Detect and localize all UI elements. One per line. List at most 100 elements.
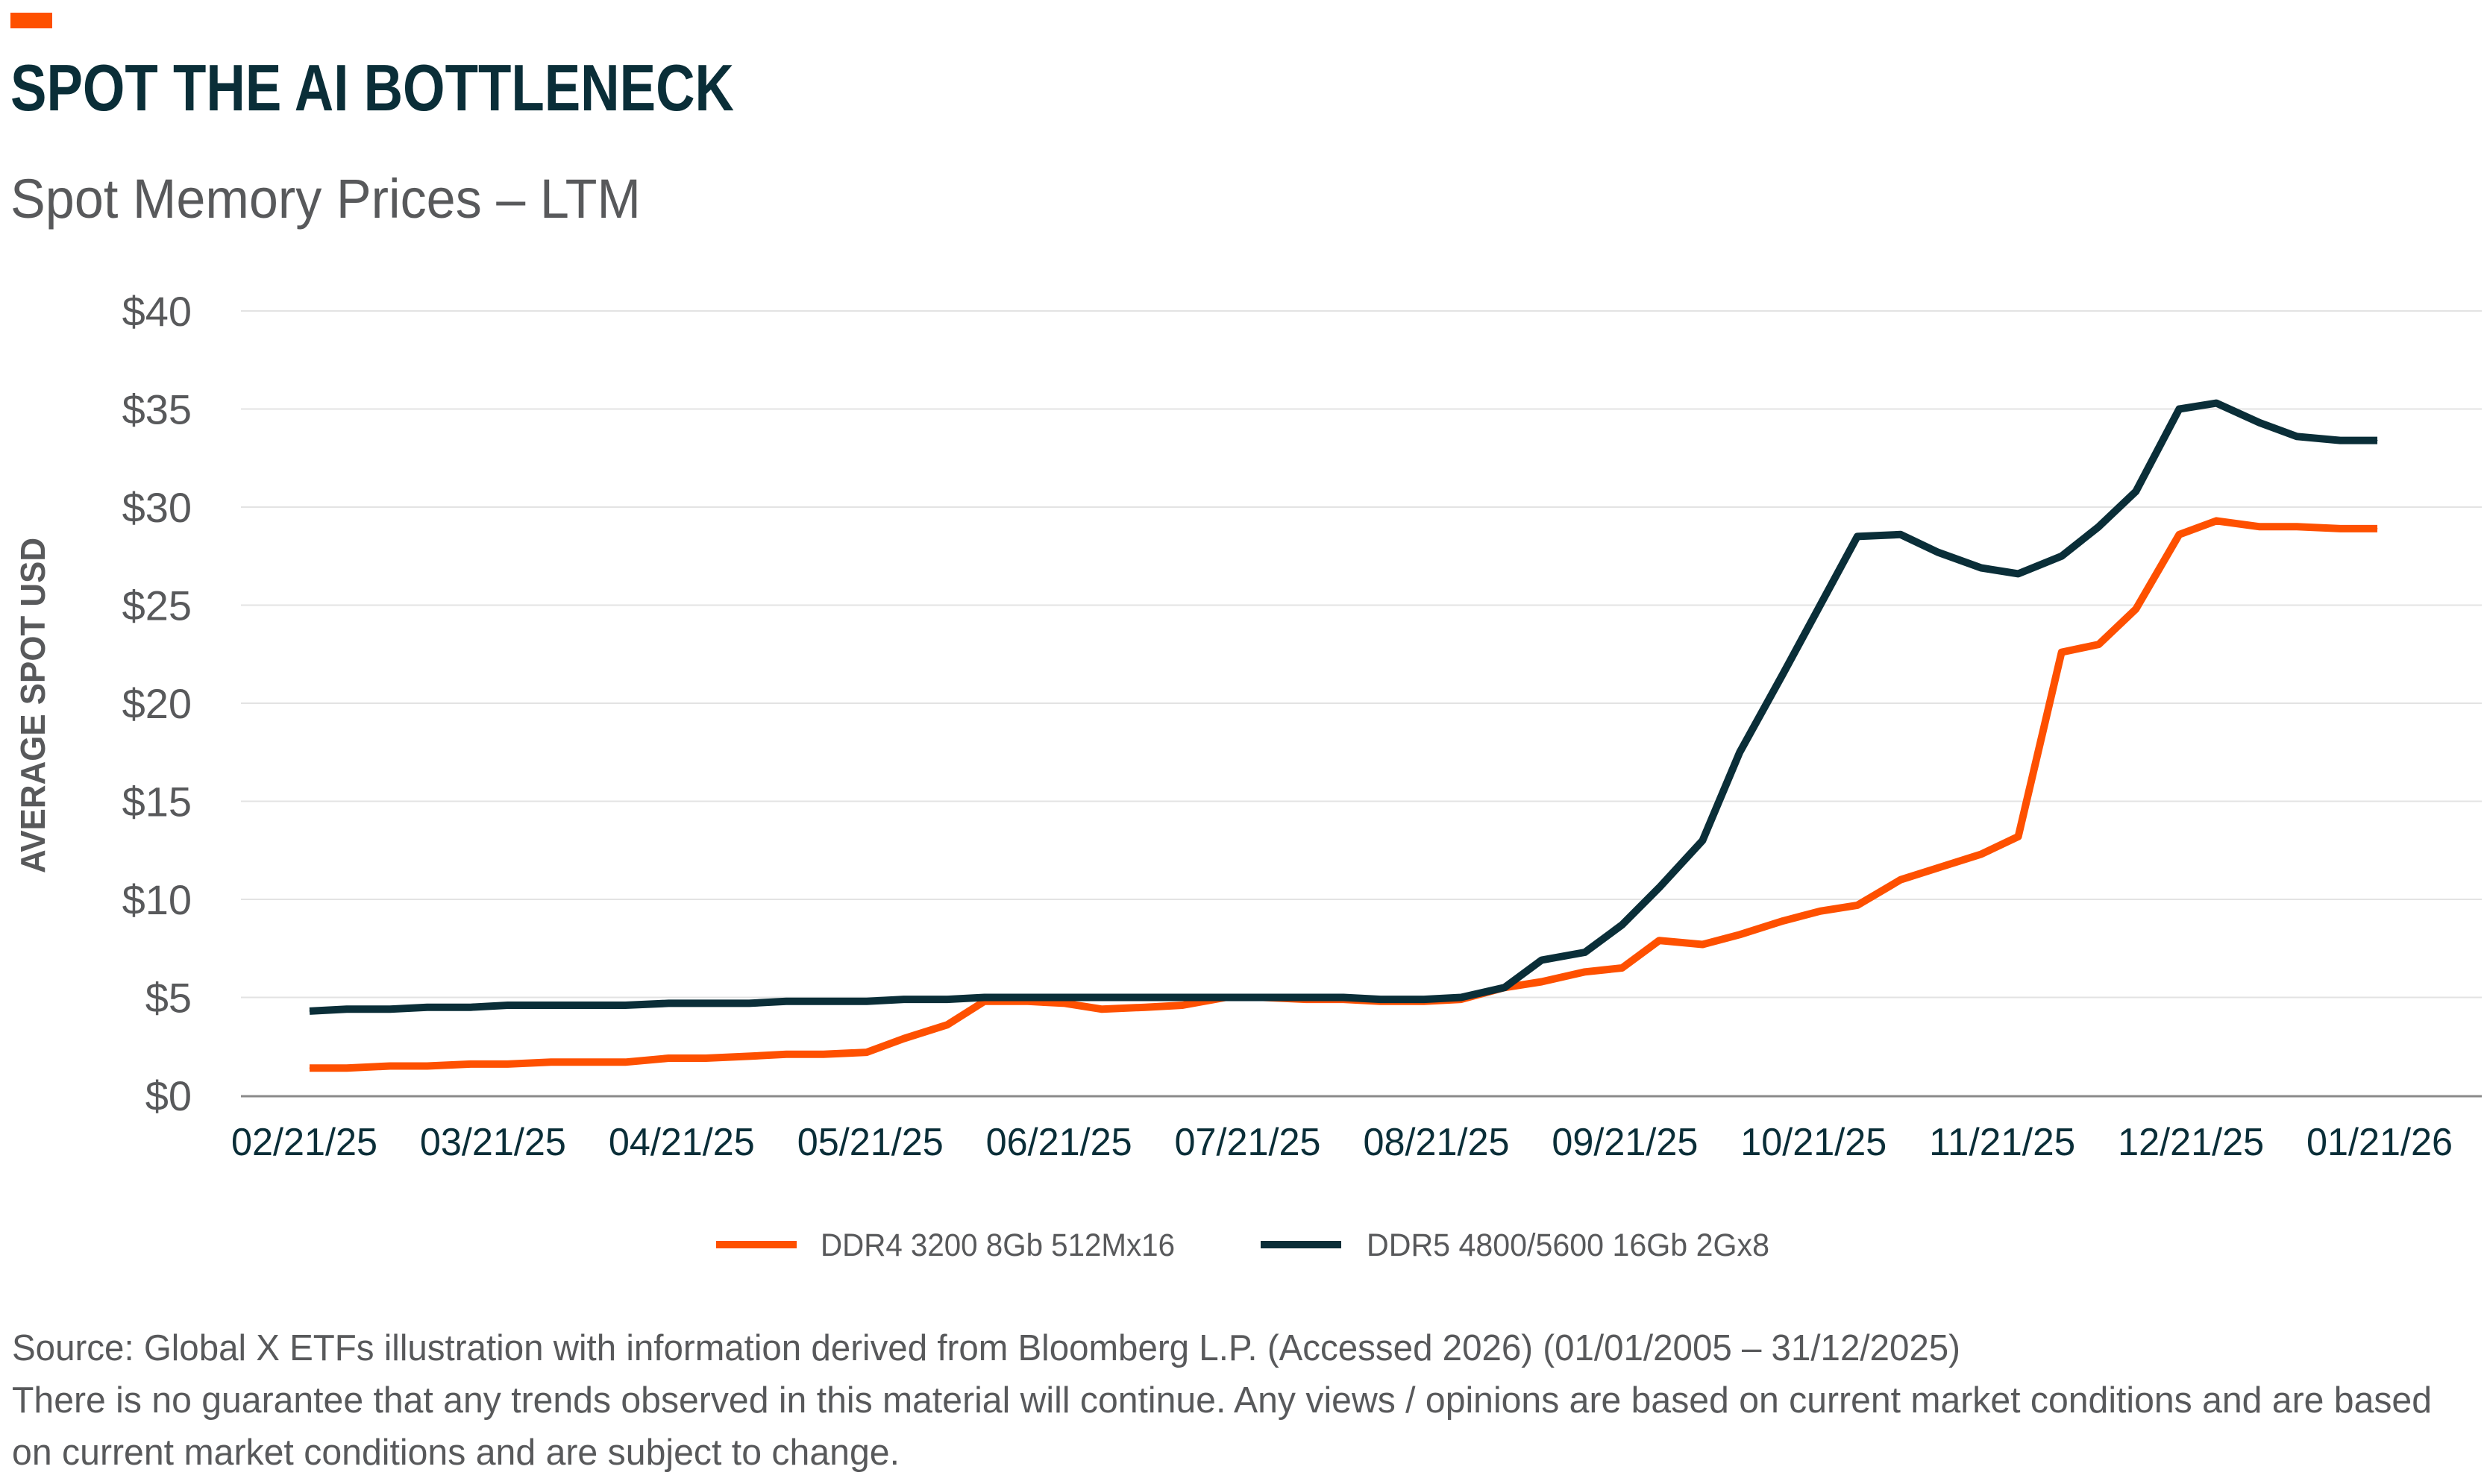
data-point (1900, 534, 1901, 535)
data-point (1262, 997, 1264, 998)
data-point (1182, 1004, 1183, 1006)
data-point (903, 999, 905, 1000)
data-point (587, 1061, 589, 1063)
data-point (346, 1067, 348, 1069)
y-tick-label: $25 (122, 582, 192, 629)
y-tick-label: $35 (122, 386, 192, 433)
data-point (2296, 436, 2298, 437)
data-point (1702, 943, 1703, 945)
data-point (1819, 605, 1821, 606)
series-points (309, 403, 2378, 1012)
chart-subtitle: Spot Memory Prices – LTM (10, 168, 641, 230)
data-point (1541, 981, 1543, 982)
data-point (2178, 534, 2180, 535)
x-tick-label: 08/21/25 (1363, 1121, 1509, 1164)
y-tick-label: $5 (145, 975, 192, 1022)
data-point (346, 1008, 348, 1010)
x-tick-label: 02/21/25 (231, 1121, 377, 1164)
data-point (2377, 528, 2378, 529)
data-point (668, 1057, 669, 1059)
data-point (1182, 997, 1183, 998)
data-point (1702, 840, 1703, 841)
data-point (1144, 997, 1146, 998)
data-point (1101, 997, 1103, 998)
disclaimer-line-2: on current market conditions and are sub… (12, 1433, 900, 1473)
data-point (823, 1001, 824, 1002)
data-point (785, 1001, 787, 1002)
chart-title: SPOT THE AI BOTTLENECK (10, 51, 734, 125)
disclaimer-line-1: There is no guarantee that any trends ob… (12, 1380, 2432, 1421)
data-point (1937, 867, 1939, 869)
data-point (1064, 1002, 1066, 1004)
data-point (668, 1002, 669, 1004)
data-point (1027, 1001, 1029, 1002)
y-tick-label: $0 (145, 1072, 192, 1119)
x-tick-label: 05/21/25 (797, 1121, 944, 1164)
data-point (507, 1004, 509, 1006)
legend: DDR4 3200 8Gb 512Mx16 DDR5 4800/5600 16G… (716, 1227, 1769, 1263)
data-point (2339, 440, 2341, 441)
data-point (2296, 526, 2298, 527)
x-tick-label: 03/21/25 (420, 1121, 566, 1164)
series-line-ddr4 (310, 517, 2377, 1072)
source-note: Source: Global X ETFs illustration with … (12, 1328, 1960, 1368)
data-point (1027, 997, 1029, 998)
data-point (624, 1061, 626, 1063)
data-point (1504, 987, 1505, 988)
data-point (1980, 567, 1982, 569)
y-tick-labels: $0 $5 $10 $15 $20 $25 $30 $35 $40 (122, 288, 192, 1119)
data-point (2018, 573, 2019, 574)
data-point (748, 1055, 750, 1057)
x-tick-label: 12/21/25 (2118, 1121, 2264, 1164)
legend-label-ddr5: DDR5 4800/5600 16Gb 2Gx8 (1367, 1227, 1769, 1263)
series-lines (309, 399, 2378, 1072)
data-point (1064, 997, 1066, 998)
data-point (2098, 526, 2100, 527)
gridlines (241, 310, 2482, 999)
y-tick-label: $15 (122, 779, 192, 826)
data-point (507, 1063, 509, 1065)
x-tick-label: 10/21/25 (1740, 1121, 1887, 1164)
data-point (2377, 440, 2378, 441)
data-point (2018, 836, 2019, 837)
data-point (2339, 528, 2341, 529)
y-tick-label: $40 (122, 288, 192, 335)
data-point (1900, 879, 1901, 881)
data-point (2259, 526, 2260, 527)
data-point (389, 1008, 391, 1010)
data-point (1343, 997, 1344, 998)
data-point (866, 1001, 868, 1002)
data-point (903, 1038, 905, 1040)
data-point (984, 997, 985, 998)
data-point (866, 1051, 868, 1053)
data-point (2259, 422, 2260, 424)
data-point (2098, 644, 2100, 645)
data-point (1658, 940, 1660, 941)
y-axis-label: AVERAGE SPOT USD (13, 538, 52, 873)
data-point (1782, 920, 1784, 922)
x-tick-label: 07/21/25 (1175, 1121, 1321, 1164)
accent-bar (10, 13, 52, 28)
x-tick-label: 11/21/25 (1929, 1121, 2075, 1164)
data-point (470, 1063, 471, 1065)
data-point (1782, 673, 1784, 675)
series-points (309, 520, 2378, 1069)
x-tick-label: 01/21/26 (2306, 1121, 2453, 1164)
x-tick-labels: 02/21/25 03/21/25 04/21/25 05/21/25 06/21/25… (231, 1121, 2453, 1164)
x-tick-label: 09/21/25 (1552, 1121, 1698, 1164)
data-point (1101, 1008, 1103, 1010)
legend-label-ddr4: DDR4 3200 8Gb 512Mx16 (821, 1227, 1175, 1263)
data-point (624, 1004, 626, 1006)
data-point (1980, 854, 1982, 855)
data-point (1584, 952, 1586, 953)
data-point (1658, 887, 1660, 888)
series-line-ddr5 (309, 399, 2377, 1015)
y-tick-label: $10 (122, 876, 192, 923)
data-point (587, 1004, 589, 1006)
y-tick-label: $20 (122, 680, 192, 727)
x-tick-label: 04/21/25 (609, 1121, 755, 1164)
x-tick-label: 06/21/25 (986, 1121, 1132, 1164)
data-point (1423, 999, 1425, 1000)
y-tick-label: $30 (122, 484, 192, 531)
